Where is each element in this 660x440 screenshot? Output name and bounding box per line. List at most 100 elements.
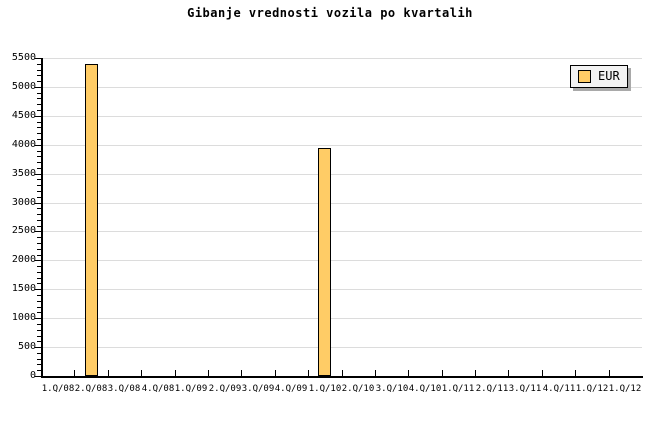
y-minor-tick — [37, 353, 41, 354]
y-minor-tick — [37, 127, 41, 128]
legend-swatch-icon — [578, 70, 591, 83]
x-tick — [408, 370, 409, 376]
y-minor-tick — [37, 122, 41, 123]
y-minor-tick — [37, 307, 41, 308]
y-major-tick — [35, 116, 41, 117]
x-tick — [609, 370, 610, 376]
y-minor-tick — [37, 249, 41, 250]
y-minor-tick — [37, 70, 41, 71]
x-tick — [575, 370, 576, 376]
y-minor-tick — [37, 336, 41, 337]
y-minor-tick — [37, 64, 41, 65]
y-minor-tick — [37, 162, 41, 163]
x-tick-label: 4.Q/11 — [542, 384, 576, 394]
y-minor-tick — [37, 156, 41, 157]
x-tick-label: 1.Q/09 — [174, 384, 208, 394]
y-minor-tick — [37, 364, 41, 365]
y-minor-tick — [37, 226, 41, 227]
y-gridline — [42, 116, 642, 117]
y-minor-tick — [37, 139, 41, 140]
y-minor-tick — [37, 93, 41, 94]
x-tick-label: 2.Q/09 — [208, 384, 242, 394]
x-tick-label: 1.Q/12 — [575, 384, 609, 394]
x-tick — [108, 370, 109, 376]
y-gridline — [42, 174, 642, 175]
x-tick — [275, 370, 276, 376]
x-tick-label: 2.Q/11 — [475, 384, 509, 394]
y-minor-tick — [37, 324, 41, 325]
y-minor-tick — [37, 98, 41, 99]
y-minor-tick — [37, 208, 41, 209]
chart-title: Gibanje vrednosti vozila po kvartalih — [187, 6, 473, 20]
y-minor-tick — [37, 185, 41, 186]
y-gridline — [42, 203, 642, 204]
x-tick — [342, 370, 343, 376]
x-tick-label: 2.Q/10 — [341, 384, 375, 394]
y-tick-label: 3500 — [11, 168, 36, 179]
x-tick — [442, 370, 443, 376]
y-minor-tick — [37, 214, 41, 215]
y-major-tick — [35, 231, 41, 232]
y-axis-line — [41, 58, 43, 376]
y-minor-tick — [37, 220, 41, 221]
y-gridline — [42, 289, 642, 290]
y-gridline — [42, 58, 642, 59]
legend-label: EUR — [598, 69, 620, 83]
y-tick-label: 2500 — [11, 225, 36, 236]
y-minor-tick — [37, 110, 41, 111]
x-tick-label: 1.Q/12 — [608, 384, 642, 394]
x-tick — [308, 370, 309, 376]
y-gridline — [42, 318, 642, 319]
y-minor-tick — [37, 301, 41, 302]
y-tick-label: 1500 — [11, 283, 36, 294]
y-minor-tick — [37, 278, 41, 279]
y-minor-tick — [37, 168, 41, 169]
y-minor-tick — [37, 191, 41, 192]
bar-2.Q/08 — [85, 64, 98, 376]
y-minor-tick — [37, 81, 41, 82]
y-major-tick — [35, 289, 41, 290]
y-minor-tick — [37, 243, 41, 244]
y-minor-tick — [37, 312, 41, 313]
x-tick-label: 3.Q/10 — [375, 384, 409, 394]
x-tick-label: 3.Q/09 — [241, 384, 275, 394]
x-tick — [74, 370, 75, 376]
y-tick-label: 0 — [29, 370, 36, 381]
y-major-tick — [35, 145, 41, 146]
x-axis-line — [41, 376, 643, 378]
y-major-tick — [35, 58, 41, 59]
y-minor-tick — [37, 359, 41, 360]
legend: EUR — [570, 65, 628, 88]
y-minor-tick — [37, 197, 41, 198]
y-minor-tick — [37, 295, 41, 296]
x-tick-label: 3.Q/08 — [107, 384, 141, 394]
y-major-tick — [35, 347, 41, 348]
y-minor-tick — [37, 341, 41, 342]
bar-1.Q/10 — [318, 148, 331, 376]
y-tick-label: 5500 — [11, 52, 36, 63]
y-tick-label: 2000 — [11, 254, 36, 265]
y-minor-tick — [37, 330, 41, 331]
x-tick — [175, 370, 176, 376]
x-tick — [375, 370, 376, 376]
y-major-tick — [35, 318, 41, 319]
y-gridline — [42, 145, 642, 146]
y-minor-tick — [37, 75, 41, 76]
y-tick-label: 4500 — [11, 110, 36, 121]
x-tick — [208, 370, 209, 376]
y-minor-tick — [37, 370, 41, 371]
y-tick-label: 1000 — [11, 312, 36, 323]
y-tick-label: 500 — [17, 341, 36, 352]
x-tick-label: 2.Q/08 — [74, 384, 108, 394]
x-tick-label: 1.Q/10 — [308, 384, 342, 394]
x-tick-label: 3.Q/11 — [508, 384, 542, 394]
y-minor-tick — [37, 266, 41, 267]
y-major-tick — [35, 260, 41, 261]
y-gridline — [42, 347, 642, 348]
y-major-tick — [35, 203, 41, 204]
y-gridline — [42, 231, 642, 232]
y-minor-tick — [37, 151, 41, 152]
y-tick-label: 3000 — [11, 197, 36, 208]
